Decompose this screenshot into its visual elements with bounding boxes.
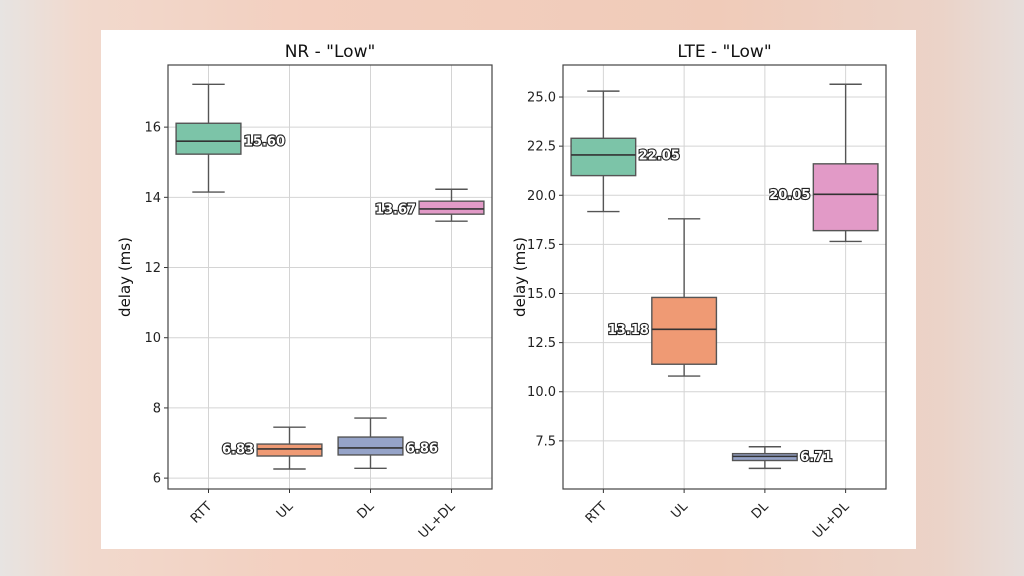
y-tick-label: 10: [144, 331, 161, 346]
y-tick-label: 15.0: [527, 287, 556, 302]
y-axis-label: delay (ms): [511, 237, 529, 317]
y-tick-label: 7.5: [535, 434, 556, 449]
x-tick-label: RTT: [583, 499, 610, 526]
box-UL+DL: 13.67: [374, 188, 485, 222]
median-value-label: 6.71: [800, 450, 832, 465]
box-UL: 13.18: [607, 218, 718, 377]
figure-card: 6 8 10 12 14 16 RTT UL DL UL+DL 15.60 6.83 6.86 13.67…: [101, 30, 916, 549]
axes-frame: [562, 64, 887, 490]
median-value-label: 20.05: [769, 188, 810, 203]
box-plot-figure: 6 8 10 12 14 16 RTT UL DL UL+DL 15.60 6.83 6.86 13.67…: [116, 42, 887, 542]
axes-frame: [167, 64, 493, 490]
y-tick-label: 12.5: [527, 336, 556, 351]
x-tick-label: DL: [355, 499, 378, 522]
median-value-label: 13.67: [375, 202, 416, 217]
box-iqr: [651, 296, 718, 365]
median-value-label: 6.86: [406, 441, 438, 456]
y-axis-label: delay (ms): [116, 237, 134, 317]
median-value-label: 15.60: [244, 135, 285, 150]
box-iqr: [175, 122, 242, 155]
y-tick-label: 14: [144, 191, 161, 206]
box-RTT: 15.60: [175, 83, 286, 193]
box-iqr: [418, 200, 485, 215]
box-iqr: [256, 443, 323, 457]
box-iqr: [812, 163, 879, 232]
x-tick-label: UL+DL: [810, 499, 853, 542]
median-value-label: 13.18: [608, 323, 649, 338]
y-tick-label: 20.0: [527, 189, 556, 204]
box-iqr: [570, 137, 637, 177]
y-tick-label: 25.0: [527, 91, 556, 106]
x-tick-label: RTT: [188, 499, 215, 526]
box-iqr: [337, 436, 404, 456]
chart-title: NR - "Low": [285, 42, 376, 62]
y-tick-label: 10.0: [527, 385, 556, 400]
y-tick-label: 6: [153, 472, 161, 487]
chart-panel-0: 6 8 10 12 14 16 RTT UL DL UL+DL 15.60 6.83 6.86 13.67…: [116, 42, 493, 542]
x-tick-label: UL+DL: [416, 499, 459, 542]
y-tick-label: 12: [144, 261, 161, 276]
chart-title: LTE - "Low": [677, 42, 771, 62]
box-RTT: 22.05: [570, 90, 681, 213]
y-tick-label: 8: [153, 401, 161, 416]
x-tick-label: DL: [749, 499, 772, 522]
y-tick-label: 16: [144, 121, 161, 136]
y-tick-label: 17.5: [527, 238, 556, 253]
y-tick-label: 22.5: [527, 140, 556, 155]
median-value-label: 6.83: [222, 442, 254, 457]
chart-panel-1: 7.5 10.0 12.5 15.0 17.5 20.0 22.5 25.0 RTT UL DL UL…: [511, 42, 887, 542]
box-UL+DL: 20.05: [768, 83, 879, 243]
median-value-label: 22.05: [639, 148, 680, 163]
box-DL: 6.86: [337, 417, 439, 469]
x-tick-label: UL: [274, 499, 297, 522]
x-tick-label: UL: [668, 499, 691, 522]
box-DL: 6.71: [731, 446, 833, 470]
box-UL: 6.83: [221, 426, 323, 470]
